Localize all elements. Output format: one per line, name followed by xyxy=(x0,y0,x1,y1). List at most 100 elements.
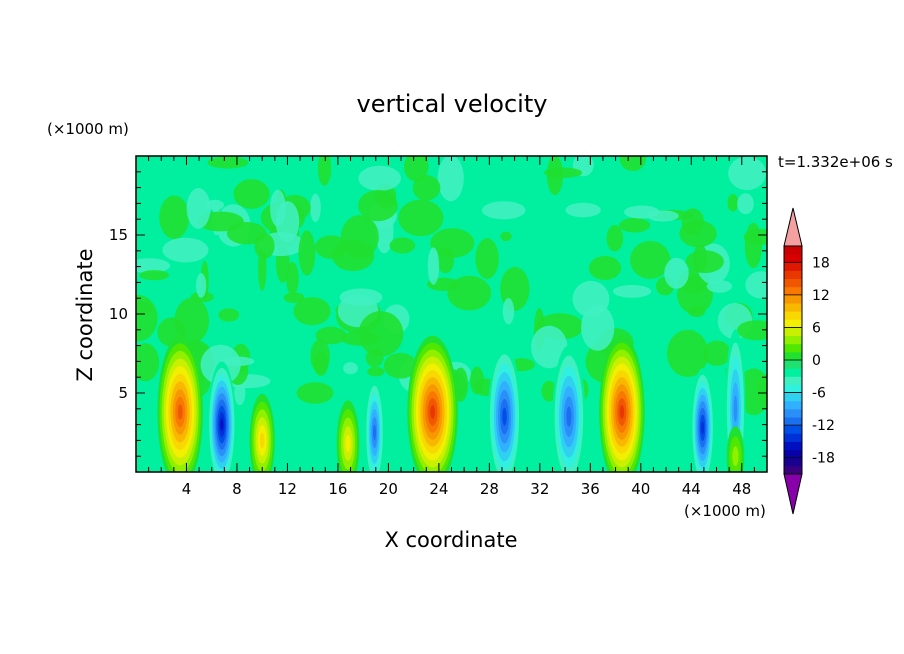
field-patch xyxy=(317,156,332,186)
field-patch xyxy=(531,325,568,369)
colorbar-segment xyxy=(784,319,802,328)
colorbar-segment xyxy=(784,327,802,337)
field-patch xyxy=(358,311,404,357)
y-tick-label: 5 xyxy=(118,384,128,402)
field-patch xyxy=(219,356,255,367)
colorbar-tick-label: 0 xyxy=(812,353,821,369)
field-patch xyxy=(666,329,709,377)
x-tick-label: 4 xyxy=(182,480,192,498)
colorbar-segment xyxy=(784,343,802,353)
field-patch xyxy=(565,202,601,218)
contour-cell xyxy=(566,406,572,427)
field-patch xyxy=(286,261,299,296)
x-tick-label: 8 xyxy=(232,480,242,498)
field-patch xyxy=(358,189,398,222)
x-tick-label: 24 xyxy=(429,480,448,498)
field-patch xyxy=(159,195,190,240)
colorbar-segment xyxy=(784,294,802,304)
field-patch xyxy=(481,201,526,220)
velocity-field xyxy=(136,156,767,472)
time-label: t=1.332e+06 s xyxy=(778,153,893,171)
field-patch xyxy=(389,237,416,254)
field-patch xyxy=(737,320,767,341)
field-patch xyxy=(275,201,300,243)
contour-cell xyxy=(177,404,183,420)
field-patch xyxy=(404,156,429,182)
contour-cell xyxy=(220,418,224,431)
colorbar-under-arrow xyxy=(783,473,803,515)
colorbar-segment xyxy=(784,254,802,263)
field-patch xyxy=(679,220,717,248)
field-patch xyxy=(606,225,624,252)
field-patch xyxy=(234,380,246,406)
colorbar-segment xyxy=(784,408,802,418)
field-patch xyxy=(233,179,270,209)
field-patch xyxy=(343,362,358,375)
field-patch xyxy=(630,240,671,279)
contour-cell xyxy=(733,395,738,423)
field-patch xyxy=(702,340,732,366)
field-patch xyxy=(687,305,706,318)
x-tick-label: 48 xyxy=(732,480,751,498)
colorbar-segment xyxy=(784,351,802,361)
y-tick-label: 15 xyxy=(109,226,128,244)
contour-cell xyxy=(732,446,739,467)
field-patch xyxy=(365,348,384,368)
x-tick-label: 44 xyxy=(682,480,701,498)
field-patch xyxy=(315,326,347,345)
contour-cell xyxy=(619,405,625,419)
colorbar-segment xyxy=(784,246,802,255)
x-tick-label: 12 xyxy=(278,480,297,498)
field-patch xyxy=(398,199,444,237)
field-patch xyxy=(136,343,160,382)
colorbar-tick-label: 12 xyxy=(812,288,830,304)
field-patch xyxy=(544,167,583,178)
field-patch xyxy=(737,193,754,215)
colorbar-segment xyxy=(784,270,802,280)
contour-cell xyxy=(701,421,705,435)
y-axis-label: Z coordinate xyxy=(73,248,97,381)
field-patch xyxy=(664,257,689,289)
chart-title: vertical velocity xyxy=(357,90,548,118)
field-patch xyxy=(367,366,385,377)
field-patch xyxy=(162,237,209,263)
colorbar-tick-label: 18 xyxy=(812,255,830,271)
field-patch xyxy=(358,165,402,191)
x-tick-label: 40 xyxy=(631,480,650,498)
field-patch xyxy=(677,274,714,315)
y-tick-label: 10 xyxy=(109,305,128,323)
colorbar-over-arrow xyxy=(783,207,803,247)
field-patch xyxy=(502,297,515,325)
colorbar-segment xyxy=(784,392,802,402)
colorbar-segment xyxy=(784,278,802,288)
colorbar-tick-label: -6 xyxy=(812,386,826,402)
colorbar-segment xyxy=(784,311,802,320)
colorbar-tick-label: -12 xyxy=(812,418,835,434)
field-patch xyxy=(136,258,171,274)
colorbar-segment xyxy=(784,400,802,410)
field-patch xyxy=(339,288,383,307)
field-patch xyxy=(196,273,207,298)
field-patch xyxy=(383,352,418,379)
colorbar-segment xyxy=(784,335,802,345)
colorbar-segment xyxy=(784,425,802,434)
x-tick-label: 28 xyxy=(480,480,499,498)
field-patch xyxy=(139,270,170,281)
colorbar-segment xyxy=(784,303,802,312)
field-patch xyxy=(541,380,557,402)
field-patch xyxy=(581,304,615,351)
colorbar-segment xyxy=(784,376,802,385)
y-unit-label: (×1000 m) xyxy=(47,120,129,138)
colorbar-segment xyxy=(784,433,802,442)
field-patch xyxy=(310,339,330,373)
field-patch xyxy=(136,294,158,342)
x-tick-label: 32 xyxy=(530,480,549,498)
field-patch xyxy=(619,156,647,172)
colorbar-segment xyxy=(784,465,802,475)
field-patch xyxy=(437,156,464,202)
field-patch xyxy=(427,247,440,285)
contour-cell xyxy=(502,407,507,426)
field-patch xyxy=(412,175,441,201)
